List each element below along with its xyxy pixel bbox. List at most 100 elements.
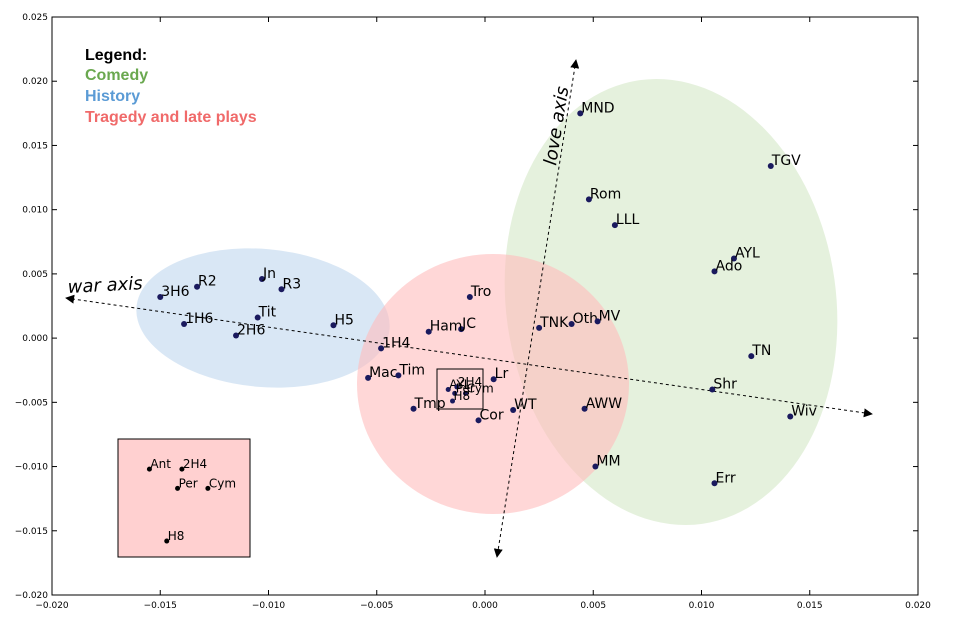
inset-point-label: Per: [179, 476, 198, 490]
data-point: [278, 286, 285, 293]
x-tick-label: −0.015: [144, 601, 177, 611]
data-point: [490, 376, 497, 383]
inset-point: [205, 485, 211, 491]
data-point: [748, 353, 755, 360]
war-axis-line: [65, 294, 873, 418]
y-tick-label: −0.005: [15, 398, 48, 408]
inset-point: [164, 538, 170, 544]
data-point: [585, 196, 592, 203]
point-label: H5: [334, 312, 353, 328]
data-point: [330, 322, 337, 329]
point-label: Wiv: [791, 403, 817, 419]
point-label: Tro: [470, 284, 492, 300]
point-label: 2H4: [458, 375, 482, 389]
y-tick-label: 0.015: [22, 141, 48, 151]
point-label: Tmp: [414, 396, 446, 412]
data-point: [233, 332, 240, 339]
war-axis-label: war axis: [67, 273, 143, 298]
x-tick-label: −0.010: [252, 601, 286, 611]
data-point: [466, 294, 473, 301]
x-tick-label: −0.005: [360, 601, 393, 611]
data-point: [454, 384, 460, 390]
point-label: R2: [198, 274, 217, 290]
data-point: [709, 386, 716, 393]
legend-entry: History: [85, 88, 140, 105]
point-label: Oth: [573, 311, 598, 327]
point-label: H8: [454, 389, 471, 403]
point-label: TGV: [771, 153, 801, 169]
point-label: Per: [456, 381, 475, 395]
data-point: [425, 328, 432, 335]
point-label: Lr: [495, 366, 509, 382]
data-point: [450, 398, 456, 404]
data-point: [510, 407, 517, 414]
data-point: [730, 255, 737, 262]
y-tick-label: −0.015: [15, 527, 48, 537]
point-label: MND: [581, 100, 614, 116]
data-point: [767, 162, 774, 169]
point-label: JC: [461, 316, 476, 332]
x-tick-label: 0.005: [580, 601, 606, 611]
data-point: [594, 318, 601, 325]
point-label: Err: [715, 470, 735, 486]
point-label: AYL: [735, 245, 760, 261]
y-tick-label: −0.020: [15, 591, 49, 601]
data-point: [365, 374, 372, 381]
inset-point: [175, 485, 181, 491]
data-point: [711, 480, 718, 487]
x-tick-label: 0.015: [797, 601, 823, 611]
axes-ticks: −0.020 −0.015 −0.010 −0.005 0.000 0.005 0.010 0…: [15, 13, 931, 611]
point-label: TN: [751, 343, 771, 359]
y-tick-label: 0.005: [22, 270, 48, 280]
y-tick-label: −0.010: [15, 463, 49, 473]
x-tick-label: 0.000: [472, 601, 498, 611]
point-label: Tit: [258, 305, 277, 321]
point-label: 1H6: [185, 311, 213, 327]
inset-point-label: Ant: [150, 457, 171, 471]
data-point: [452, 390, 458, 396]
point-label: Ado: [715, 258, 742, 274]
data-point: [378, 345, 385, 352]
point-label: TNK: [539, 315, 569, 331]
inset-point-label: Cym: [209, 476, 236, 490]
data-point: [536, 324, 543, 331]
legend-entry: Comedy: [85, 67, 148, 84]
point-label: MV: [599, 308, 621, 324]
data-point: [410, 405, 417, 412]
inset-point-label: 2H4: [183, 457, 207, 471]
y-tick-label: 0.025: [22, 13, 48, 23]
point-label: AWW: [586, 396, 623, 412]
y-tick-label: 0.010: [22, 206, 48, 216]
data-point: [458, 326, 465, 333]
point-label: Tim: [398, 362, 425, 378]
point-label: Rom: [590, 186, 621, 202]
legend-entry: Tragedy and late plays: [85, 109, 257, 126]
x-tick-label: 0.010: [689, 601, 715, 611]
data-point: [568, 320, 575, 327]
data-point: [259, 276, 266, 283]
point-label: R3: [282, 276, 301, 292]
inset-point-label: H8: [168, 529, 185, 543]
point-label: Cor: [480, 407, 504, 423]
inset-point: [179, 466, 185, 472]
x-tick-label: −0.020: [35, 601, 69, 611]
data-point: [592, 463, 599, 470]
data-point: [611, 222, 618, 229]
data-point: [711, 268, 718, 275]
y-tick-label: 0.000: [22, 334, 48, 344]
x-tick-label: 0.020: [905, 601, 931, 611]
inset-box: [117, 438, 251, 558]
data-point: [157, 294, 164, 301]
point-label: Cym: [467, 381, 494, 395]
data-point: [181, 320, 188, 327]
point-label: Ham: [430, 319, 463, 335]
legend: Legend: Comedy History Tragedy and late pla…: [85, 47, 257, 126]
data-point: [254, 314, 261, 321]
data-point: [581, 405, 588, 412]
point-label: 3H6: [161, 284, 189, 300]
point-label: MM: [596, 454, 620, 470]
point-label: LLL: [616, 212, 640, 228]
point-label: Mac: [369, 365, 397, 381]
